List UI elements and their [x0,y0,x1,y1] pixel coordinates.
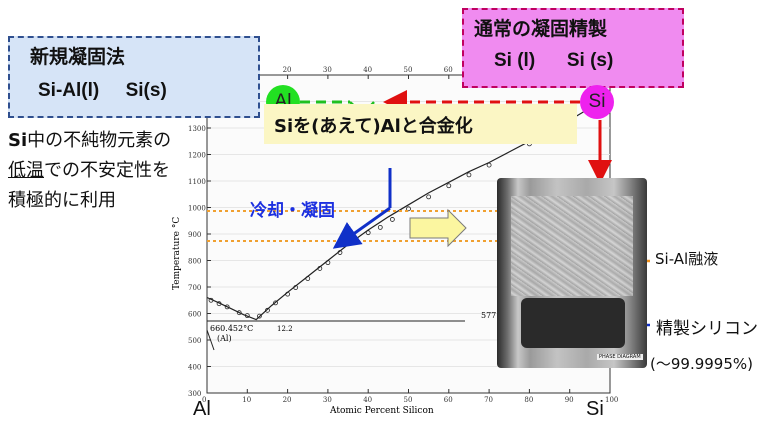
conventional-method-box: 通常の凝固精製 Si (l) Si (s) [462,8,684,88]
cooling-label: 冷却・凝固 [250,201,335,221]
y-tick-label: 700 [188,284,201,292]
new-method-box: 新規凝固法 Si-Al(l) Si(s) [8,36,260,118]
bottom-al-label: Al [193,398,211,420]
left-line-1: Si中の不純物元素の [8,130,172,151]
solidus-line [206,329,215,351]
ingot-photo: PHASE DIAGRAM [497,178,647,368]
refined-silicon-region [521,298,625,348]
measured-point [265,307,270,313]
measured-point [365,230,371,236]
measured-point [337,250,343,255]
conventional-method-title: 通常の凝固精製 [474,18,608,40]
measured-point [216,301,222,307]
left-line-3: 積極的に利用 [8,190,116,211]
x-tick-label-top: 50 [404,66,413,74]
x-tick-label-top: 60 [444,66,453,74]
measured-point [486,162,492,168]
x-tick-label-bottom: 60 [444,396,453,404]
x-tick-label-top: 30 [323,66,332,74]
left-line-2: 低温での不安定性を [8,160,170,181]
x-tick-label-bottom: 80 [524,396,533,404]
photo-stamp: PHASE DIAGRAM [597,354,643,360]
y-tick-label: 1300 [188,125,206,133]
new-method-title: 新規凝固法 [30,46,126,68]
measured-point [256,313,262,319]
refined-silicon-label: 精製シリコン [656,319,758,339]
x-tick-label-bottom: 0 [202,396,206,404]
y-axis-label: Temperature °C [172,217,182,290]
x-tick-label-bottom: 10 [242,396,251,404]
x-tick-label-bottom: 40 [363,396,372,404]
measured-point [244,313,250,319]
purity-label: (〜99.9995%) [650,355,753,373]
x-tick-label-bottom: 70 [484,396,493,404]
x-tick-label-bottom: 20 [283,396,292,404]
x-tick-label-top: 40 [363,66,372,74]
si-circle: Si [580,85,614,119]
measured-point [208,297,214,303]
measured-point [446,183,452,189]
measured-point [377,224,383,230]
measured-point [389,217,395,222]
y-tick-label: 400 [188,364,201,372]
measured-point [466,172,472,178]
alloy-label-box: Siを(あえて)Alと合金化 [264,104,577,144]
melt-texture [511,196,633,296]
measured-point [325,260,331,266]
x-tick-label-bottom: 50 [404,396,413,404]
x-tick-label-bottom: 100 [605,396,618,404]
y-tick-label: 800 [188,258,201,266]
conventional-method-formula: Si (l) Si (s) [494,50,614,71]
y-tick-label: 600 [188,311,201,319]
y-tick-label: 900 [188,231,201,239]
measured-point [236,310,242,316]
measured-point [317,266,323,271]
y-tick-label: 500 [188,337,201,345]
x-tick-label-bottom: 90 [565,396,574,404]
al-melting-annotation: 660.452°C [210,324,253,333]
eutectic-comp-annotation: 12.2 [277,325,293,333]
measured-point [305,276,311,281]
y-tick-label: 300 [188,390,201,398]
blue-arrow-diagonal [332,206,391,249]
y-tick-label: 1000 [188,205,206,213]
alloy-label: Siを(あえて)Alと合金化 [274,116,473,137]
new-method-formula: Si-Al(l) Si(s) [38,80,167,101]
measured-point [285,291,291,297]
y-tick-label: 1100 [188,178,206,186]
measured-point [293,285,299,290]
measured-point [406,206,411,212]
x-tick-label-top: 20 [283,66,292,74]
y-tick-label: 1200 [188,152,206,160]
measured-point [273,300,278,306]
melt-label: Si-Al融液 [655,250,719,268]
al-phase-annotation: (Al) [217,334,232,343]
measured-point [224,304,230,310]
bottom-si-label: Si [586,398,604,420]
left-explanation: Si中の不純物元素の 低温での不安定性を 積極的に利用 [8,126,171,216]
measured-point [426,194,432,200]
x-axis-label: Atomic Percent Silicon [329,406,434,416]
x-tick-label-bottom: 30 [323,396,332,404]
yellow-arrow-right [409,208,467,248]
